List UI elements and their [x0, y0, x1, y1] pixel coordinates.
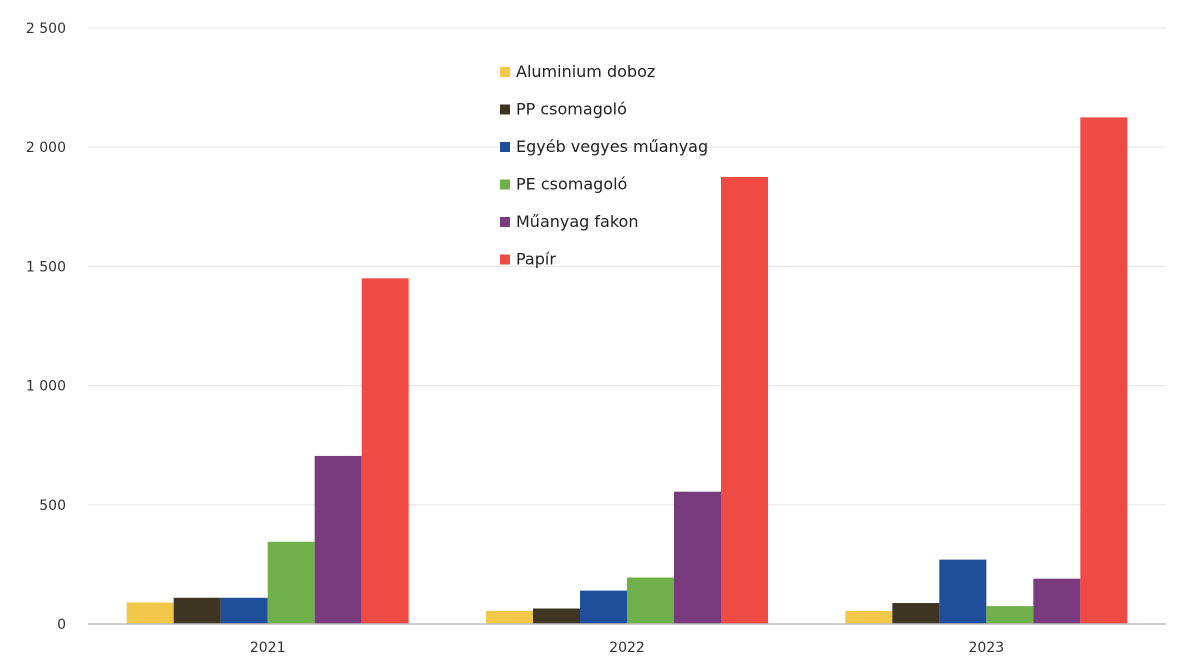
- legend-swatch: [500, 179, 510, 190]
- bar-2022-5: [721, 177, 768, 624]
- y-tick-label: 1 000: [26, 379, 66, 395]
- bar-2021-5: [361, 278, 409, 624]
- bar-2023-4: [1033, 578, 1081, 624]
- legend-label: PE csomagoló: [516, 175, 627, 194]
- bar-2021-4: [314, 455, 362, 624]
- axes: 0 500 1 000 1 500 2 000 2 500 2021 2022 2023: [26, 21, 1166, 656]
- legend-label: PP csomagoló: [516, 100, 627, 119]
- gridlines: [88, 27, 1166, 506]
- legend-label: Egyéb vegyes műanyag: [516, 137, 708, 156]
- legend: Aluminium doboz PP csomagoló Egyéb vegyes …: [500, 62, 708, 269]
- x-tick-label: 2023: [969, 640, 1005, 656]
- legend-swatch: [500, 142, 510, 152]
- bar-2021-2: [220, 597, 268, 624]
- legend-swatch: [500, 254, 510, 265]
- bar-2022-0: [486, 610, 533, 624]
- x-tick-label: 2021: [250, 640, 286, 656]
- x-tick-label: 2022: [609, 640, 645, 656]
- y-tick-label: 2 500: [26, 21, 66, 37]
- bar-2022-2: [580, 590, 627, 624]
- bar-2022-3: [627, 577, 674, 624]
- bar-2023-2: [939, 559, 987, 624]
- bar-2023-5: [1080, 117, 1128, 625]
- bar-2023-3: [986, 606, 1034, 624]
- legend-swatch: [500, 104, 510, 115]
- legend-label: Papír: [516, 250, 556, 269]
- bar-2021-3: [267, 541, 315, 624]
- bar-2023-1: [892, 603, 940, 624]
- bars: [126, 117, 1128, 625]
- bar-2021-0: [126, 602, 174, 624]
- bar-2021-1: [173, 597, 221, 624]
- bar-2022-4: [674, 491, 721, 624]
- legend-swatch: [500, 217, 510, 227]
- bar-2023-0: [845, 610, 893, 624]
- legend-label: Aluminium doboz: [516, 62, 655, 81]
- y-tick-label: 500: [39, 498, 66, 514]
- legend-swatch: [500, 67, 510, 77]
- y-tick-label: 0: [57, 617, 66, 633]
- bar-2022-1: [533, 608, 580, 624]
- y-tick-label: 1 500: [26, 259, 66, 275]
- y-tick-label: 2 000: [26, 140, 66, 156]
- legend-label: Műanyag fakon: [516, 212, 638, 231]
